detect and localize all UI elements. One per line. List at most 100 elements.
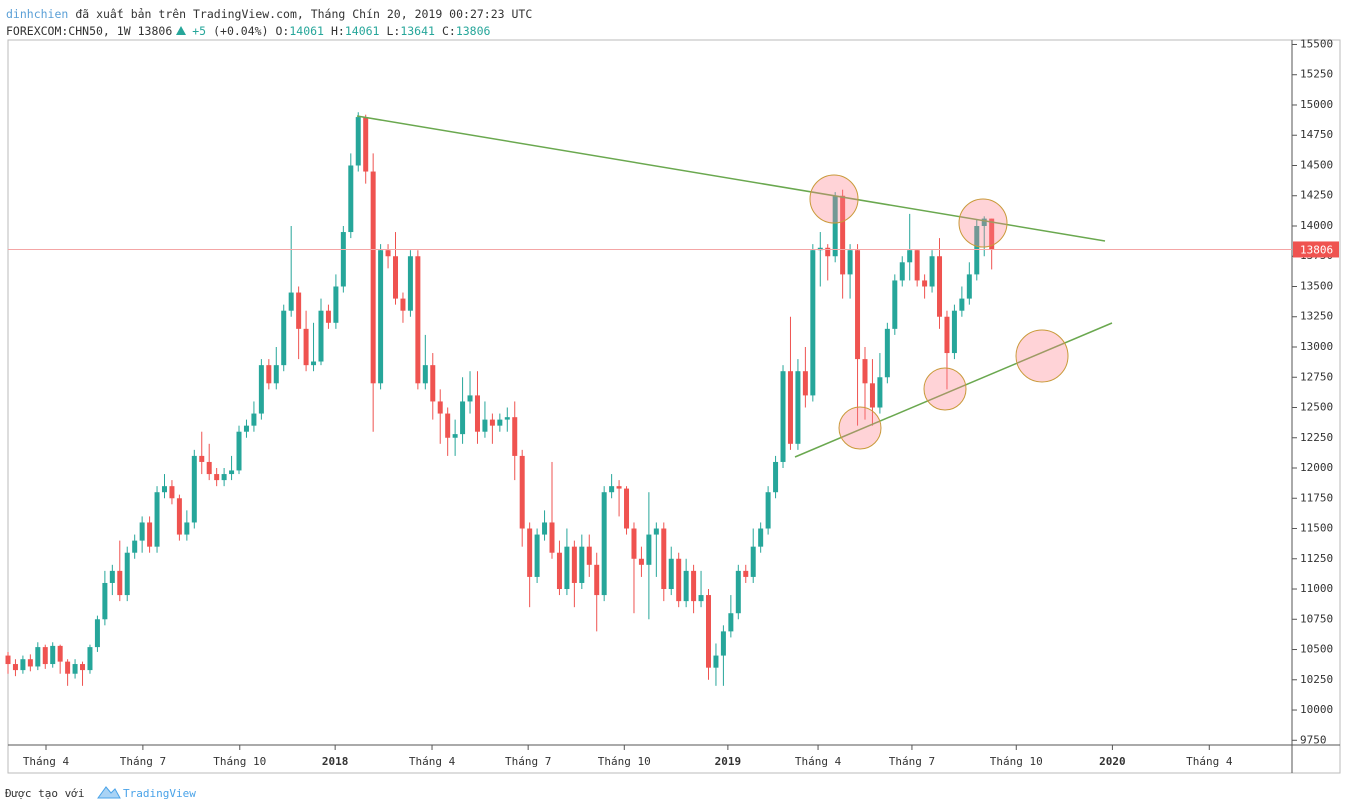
x-tick-label: Tháng 7 bbox=[505, 755, 551, 768]
candle-body bbox=[795, 371, 801, 444]
candle-body bbox=[206, 461, 212, 475]
candle-body bbox=[884, 328, 890, 378]
candle-body bbox=[877, 377, 883, 408]
candle-body bbox=[735, 570, 741, 614]
candle-body bbox=[12, 664, 18, 671]
ohlc-value: 14061 bbox=[289, 24, 324, 38]
candle-body bbox=[937, 256, 943, 317]
ohlc-value: 14061 bbox=[345, 24, 380, 38]
candle-body bbox=[184, 522, 190, 535]
last-price: 13806 bbox=[138, 24, 173, 38]
candle-body bbox=[720, 631, 726, 656]
ohlc-value: 13641 bbox=[400, 24, 435, 38]
candle-body bbox=[430, 365, 436, 402]
title: đã xuất bản trên TradingView.com, Tháng … bbox=[75, 7, 532, 21]
candle-body bbox=[981, 218, 987, 226]
candle-body bbox=[445, 413, 451, 438]
candle-body bbox=[713, 655, 719, 668]
candle-body bbox=[378, 250, 384, 384]
candle-body bbox=[35, 647, 41, 667]
candle-body bbox=[87, 647, 93, 671]
candle-body bbox=[281, 310, 287, 366]
y-tick-label: 11500 bbox=[1300, 522, 1333, 535]
candle-body bbox=[802, 371, 808, 396]
y-tick-label: 12750 bbox=[1300, 370, 1333, 383]
candle-body bbox=[452, 434, 458, 438]
candle-body bbox=[348, 165, 354, 233]
candle-body bbox=[586, 546, 592, 565]
candle-body bbox=[176, 498, 182, 535]
candle-body bbox=[974, 225, 980, 275]
candle-body bbox=[691, 570, 697, 602]
candle-body bbox=[340, 232, 346, 287]
candle-body bbox=[683, 570, 689, 602]
candle-body bbox=[951, 310, 957, 354]
x-tick-label: 2018 bbox=[322, 755, 349, 768]
candle-body bbox=[370, 171, 376, 384]
x-tick-label: Tháng 4 bbox=[409, 755, 456, 768]
candle-body bbox=[504, 417, 510, 420]
drawings bbox=[356, 115, 1113, 458]
candle-body bbox=[385, 250, 391, 257]
frame bbox=[7, 39, 1341, 774]
candle-body bbox=[989, 218, 995, 250]
trend-line bbox=[794, 322, 1113, 458]
ohlc-label: O: bbox=[276, 24, 290, 38]
highlight-circle bbox=[838, 406, 882, 450]
x-tick-label: Tháng 10 bbox=[213, 755, 266, 768]
candle-body bbox=[393, 256, 399, 299]
candle-body bbox=[653, 528, 659, 535]
x-tick-label: Tháng 4 bbox=[23, 755, 70, 768]
candle-body bbox=[705, 595, 711, 668]
plot-area bbox=[5, 112, 1292, 686]
ohlc-label: C: bbox=[442, 24, 456, 38]
ohlc-value: 13806 bbox=[456, 24, 491, 38]
y-tick-label: 11250 bbox=[1300, 552, 1333, 565]
y-tick-label: 14250 bbox=[1300, 189, 1333, 202]
highlight-circle bbox=[958, 198, 1008, 248]
candle-body bbox=[139, 522, 145, 541]
candle-body bbox=[124, 552, 130, 596]
trend-line bbox=[356, 115, 1106, 242]
candle-body bbox=[147, 522, 153, 547]
candle-body bbox=[601, 492, 607, 596]
candle-body bbox=[20, 659, 26, 671]
candle-body bbox=[907, 250, 913, 263]
candle-body bbox=[94, 619, 100, 648]
y-tick-label: 10500 bbox=[1300, 643, 1333, 656]
candle-body bbox=[42, 647, 48, 665]
candle-body bbox=[519, 455, 525, 529]
candle-body bbox=[564, 546, 570, 590]
candle-body bbox=[363, 117, 369, 172]
candle-body bbox=[922, 280, 928, 287]
candle-body bbox=[266, 365, 272, 384]
candle-body bbox=[743, 570, 749, 577]
x-tick-label: Tháng 4 bbox=[795, 755, 842, 768]
candle-body bbox=[869, 383, 875, 408]
candle-body bbox=[616, 486, 622, 489]
brand: TradingView bbox=[123, 787, 196, 800]
candle-body bbox=[765, 492, 771, 529]
y-tick-label: 11000 bbox=[1300, 582, 1333, 595]
y-tick-label: 12500 bbox=[1300, 401, 1333, 414]
candle-body bbox=[489, 419, 495, 426]
candle-body bbox=[288, 292, 294, 311]
candle-body bbox=[862, 359, 868, 384]
brand-logo bbox=[97, 786, 121, 799]
candle-body bbox=[333, 286, 339, 323]
candle-body bbox=[169, 486, 175, 499]
candle-body bbox=[72, 664, 78, 674]
y-tick-label: 14000 bbox=[1300, 219, 1333, 232]
legend: FOREXCOM:CHN50, 1W 13806 +5 (+0.04%) O:14061… bbox=[6, 24, 491, 38]
candle-body bbox=[661, 528, 667, 590]
candle-body bbox=[855, 250, 861, 360]
x-tick-label: Tháng 7 bbox=[889, 755, 935, 768]
candle-body bbox=[631, 528, 637, 559]
y-tick-label: 13000 bbox=[1300, 340, 1333, 353]
header: dinhchien đã xuất bản trên TradingView.co… bbox=[6, 7, 532, 21]
candle-body bbox=[810, 250, 816, 396]
y-tick-label: 13500 bbox=[1300, 279, 1333, 292]
x-tick-label: Tháng 10 bbox=[598, 755, 651, 768]
candle-body bbox=[243, 425, 249, 432]
